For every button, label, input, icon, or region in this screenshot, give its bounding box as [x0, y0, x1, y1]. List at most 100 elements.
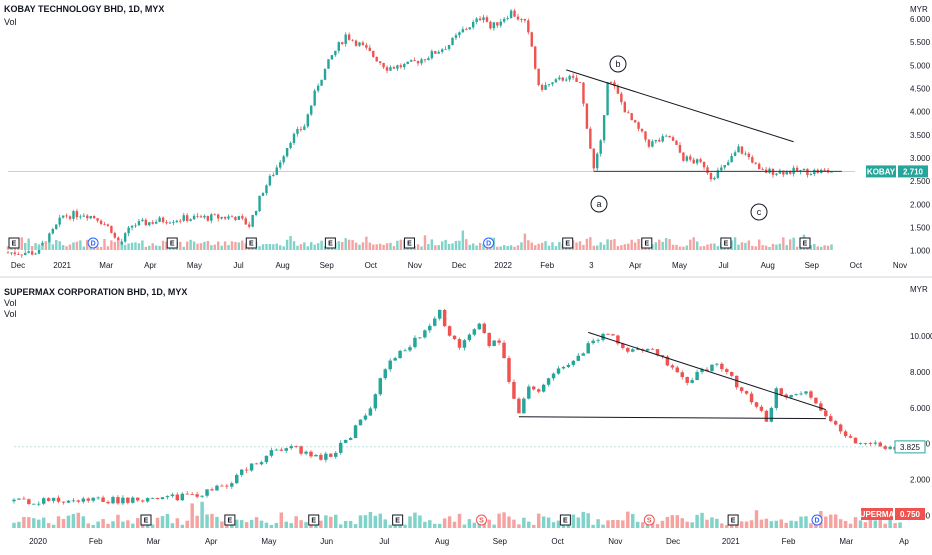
kobay-y-tick: 5.000: [910, 61, 931, 70]
kobay-candle: [144, 219, 148, 226]
kobay-candle: [651, 141, 654, 147]
kobay-volume-bar: [361, 242, 365, 250]
kobay-volume-bar: [451, 243, 454, 250]
kobay-x-tick: Mar: [99, 261, 113, 270]
kobay-candle: [179, 220, 182, 222]
kobay-volume-bar: [709, 243, 713, 250]
kobay-candle: [620, 93, 623, 103]
kobay-volume-bar: [185, 241, 189, 250]
supermax-candle: [744, 391, 749, 394]
kobay-candle: [158, 217, 161, 222]
supermax-volume-bar: [363, 515, 368, 528]
kobay-volume-bar: [113, 242, 117, 250]
kobay-candle: [509, 10, 513, 19]
supermax-candle: [561, 366, 566, 369]
supermax-volume-badge-text: 0.750: [900, 510, 921, 519]
kobay-volume-bar: [372, 244, 375, 250]
kobay-volume-bar: [37, 244, 41, 250]
supermax-volume-bar: [37, 519, 41, 528]
supermax-volume-bar: [700, 512, 704, 528]
kobay-volume-bar: [158, 245, 161, 250]
supermax-candle: [165, 496, 170, 498]
supermax-event-label: E: [731, 518, 736, 525]
kobay-volume-bar: [289, 235, 292, 250]
kobay-event-marker: [404, 237, 415, 249]
supermax-y-tick: 10.000: [910, 332, 932, 341]
kobay-volume-bar: [516, 245, 520, 250]
kobay-symbol-badge: [866, 165, 896, 178]
kobay-volume-bar: [744, 242, 747, 250]
kobay-volume-bar: [144, 246, 148, 250]
supermax-candle: [353, 425, 358, 439]
supermax-candle: [571, 360, 576, 365]
supermax-event-label: S: [479, 518, 484, 525]
supermax-volume-bar: [551, 522, 556, 528]
kobay-candle: [241, 216, 244, 219]
supermax-candle: [46, 498, 51, 501]
kobay-volume-bar: [737, 244, 740, 250]
supermax-x-tick: Jul: [379, 537, 389, 546]
kobay-candle: [757, 163, 761, 170]
kobay-volume-bar: [27, 238, 30, 250]
kobay-candle: [689, 156, 692, 160]
supermax-candle: [348, 438, 353, 440]
supermax-volume-bar: [106, 523, 110, 528]
supermax-volume-bar: [215, 516, 219, 528]
kobay-candle: [726, 162, 730, 166]
supermax-candle: [829, 416, 833, 422]
kobay-candle: [330, 55, 334, 60]
supermax-candle: [86, 498, 90, 501]
supermax-volume-bar: [373, 515, 378, 528]
supermax-candle: [388, 360, 392, 370]
kobay-volume-bar: [606, 239, 609, 250]
supermax-volume-bar: [853, 517, 858, 528]
kobay-candle: [658, 140, 661, 142]
kobay-y-tick: 4.000: [910, 108, 931, 117]
kobay-candle: [606, 82, 609, 116]
supermax-candle: [665, 356, 670, 366]
kobay-candle: [682, 152, 685, 161]
supermax-volume-bar: [522, 517, 526, 528]
supermax-volume-bar: [235, 519, 239, 528]
supermax-volume-bar: [720, 523, 724, 528]
kobay-event-label: E: [565, 241, 570, 248]
kobay-candle: [303, 126, 306, 130]
kobay-volume-bar: [706, 244, 709, 250]
kobay-price-badge: [898, 165, 928, 178]
kobay-x-tick: Nov: [408, 261, 422, 270]
kobay-volume-bar: [148, 245, 151, 250]
kobay-candle: [716, 170, 720, 178]
kobay-volume-bar: [527, 240, 530, 250]
kobay-candle: [58, 217, 61, 225]
supermax-candle: [502, 342, 506, 359]
supermax-candle: [789, 395, 793, 398]
supermax-candle: [413, 337, 417, 348]
kobay-x-tick: Dec: [11, 261, 25, 270]
kobay-volume-bar: [478, 242, 482, 250]
kobay-volume-bar: [55, 239, 58, 250]
kobay-candle: [809, 174, 813, 175]
kobay-candle: [627, 112, 630, 114]
supermax-volume-bar: [497, 513, 501, 528]
supermax-candle: [215, 485, 219, 491]
supermax-volume-bar: [388, 524, 392, 528]
kobay-candle: [502, 18, 506, 22]
supermax-volume-bar: [665, 516, 670, 528]
kobay-y-tick: 3.000: [910, 154, 931, 163]
supermax-candle: [680, 372, 684, 377]
kobay-candle: [744, 153, 747, 155]
supermax-volume-bar: [180, 524, 185, 528]
kobay-volume-bar: [385, 243, 389, 250]
supermax-candle: [522, 398, 526, 414]
supermax-volume-bar: [150, 524, 155, 528]
supermax-event-marker: [811, 514, 823, 526]
kobay-title: KOBAY TECHNOLOGY BHD, 1D, MYX: [4, 4, 164, 14]
kobay-candle: [582, 82, 585, 104]
supermax-candle: [611, 334, 615, 336]
supermax-volume-bar: [799, 516, 803, 528]
supermax-volume-bar: [462, 524, 467, 528]
kobay-candle: [89, 215, 92, 219]
supermax-volume-bar: [12, 522, 16, 528]
supermax-candle: [200, 495, 204, 497]
